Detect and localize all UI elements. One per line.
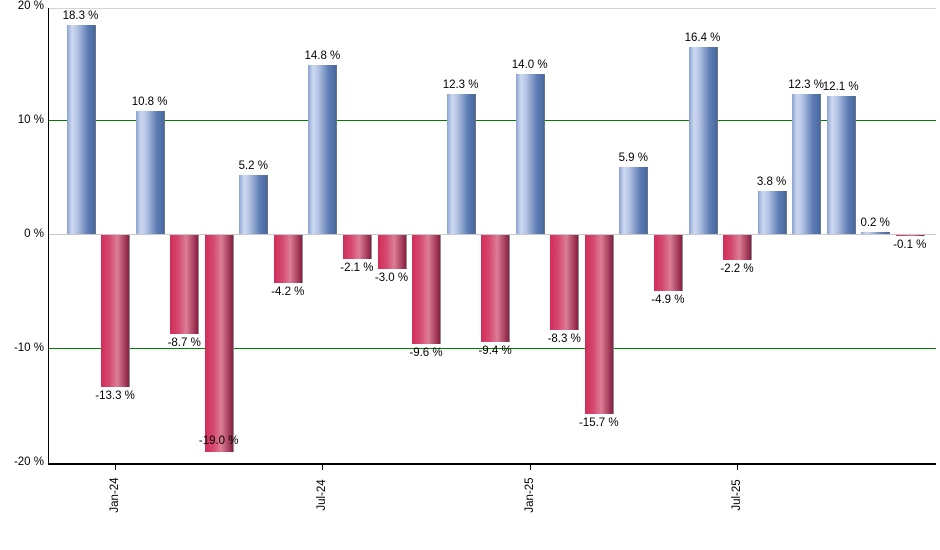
y-axis-tick-label: 20 % <box>17 0 44 12</box>
bar-value-label: -8.7 % <box>167 337 201 350</box>
x-axis-tick-mark <box>115 465 117 470</box>
bar-value-label: -15.7 % <box>578 417 619 429</box>
reference-line-0 <box>48 234 936 235</box>
bar <box>135 110 165 234</box>
bar <box>377 235 407 270</box>
y-axis-tick-label: 10 % <box>17 114 44 126</box>
bar-value-label: 10.8 % <box>131 95 168 108</box>
bar-value-label: -4.2 % <box>271 285 305 298</box>
x-axis-tick-mark <box>529 465 531 470</box>
bar <box>342 235 372 259</box>
bar-value-label: -2.2 % <box>720 263 754 276</box>
bar-value-label: -19.0 % <box>198 434 239 447</box>
x-axis <box>48 463 936 465</box>
x-axis-tick-label-text: Jul-24 <box>316 479 329 511</box>
reference-line-10 <box>48 120 936 121</box>
bar-value-label: -4.9 % <box>651 293 685 306</box>
y-axis-tick-label: -10 % <box>13 342 44 354</box>
bar-value-label: 12.3 % <box>442 78 479 91</box>
bar <box>895 235 925 237</box>
bar <box>446 93 476 234</box>
bar-value-label: -8.3 % <box>547 332 581 345</box>
bar-value-label: 16.4 % <box>684 32 721 44</box>
bar-value-label: 14.0 % <box>511 59 548 72</box>
bar <box>515 74 545 234</box>
bar-value-label: 18.3 % <box>62 10 99 23</box>
bar <box>66 25 96 234</box>
bar <box>723 235 752 261</box>
bar <box>481 235 511 343</box>
bar <box>861 231 891 234</box>
x-axis-tick-label: Jan-25 <box>522 467 538 523</box>
bar <box>619 166 649 234</box>
bar-value-label: 0.2 % <box>860 216 890 229</box>
x-axis-tick-label-text: Jul-25 <box>731 479 743 511</box>
bar <box>584 235 614 414</box>
bar-value-label: 5.9 % <box>618 151 648 164</box>
bar-value-label: -13.3 % <box>95 389 135 402</box>
bar-value-label: 12.3 % <box>788 78 824 91</box>
y-axis-tick-label: 0 % <box>24 228 44 240</box>
bar <box>653 235 683 291</box>
reference-line--10 <box>48 348 936 349</box>
x-axis-tick-label: Jul-24 <box>314 467 330 523</box>
bar-value-label: -0.1 % <box>893 239 927 252</box>
bar-value-label: -2.1 % <box>340 261 374 274</box>
bar <box>550 235 580 330</box>
x-axis-tick-label-text: Jan-24 <box>109 477 122 513</box>
x-axis-tick-mark <box>737 465 738 470</box>
bar <box>688 47 718 234</box>
bar <box>273 235 303 283</box>
bar <box>239 174 269 234</box>
bar <box>757 190 787 234</box>
y-axis <box>48 8 49 463</box>
bar-value-label: 3.8 % <box>756 175 787 188</box>
bar-value-label: -9.6 % <box>409 347 443 360</box>
bar-value-label: 14.8 % <box>304 50 341 63</box>
plot-top-border <box>48 8 936 9</box>
bar <box>170 235 200 335</box>
x-axis-tick-mark <box>322 465 324 470</box>
x-axis-tick-label: Jul-25 <box>729 467 745 523</box>
x-axis-tick-label-text: Jan-25 <box>523 477 536 513</box>
bar <box>826 96 856 234</box>
x-axis-tick-label: Jan-24 <box>107 467 123 523</box>
bar-value-label: 5.2 % <box>238 159 268 172</box>
bar-value-label: -3.0 % <box>374 272 409 285</box>
bar <box>308 65 338 234</box>
bar <box>412 235 441 345</box>
bar <box>101 235 131 387</box>
bar <box>204 235 234 452</box>
bar <box>792 93 822 234</box>
bar-value-label: 12.1 % <box>822 81 859 94</box>
y-axis-tick-label: -20 % <box>13 456 44 468</box>
bar-value-label: -9.4 % <box>478 345 512 358</box>
